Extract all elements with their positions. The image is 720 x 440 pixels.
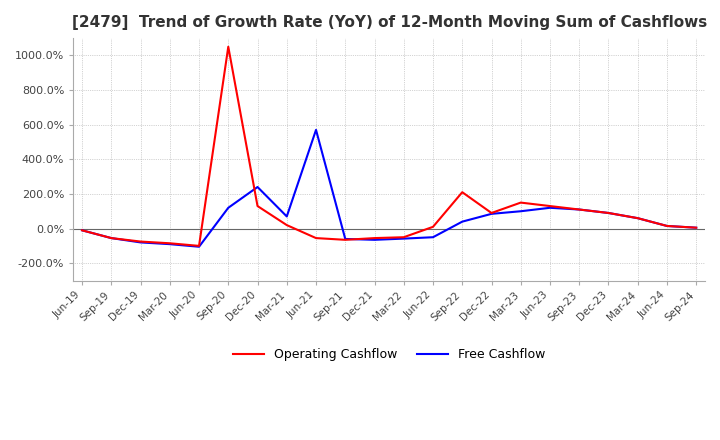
Operating Cashflow	[575, 207, 584, 212]
Free Cashflow	[78, 227, 86, 233]
Free Cashflow	[107, 235, 116, 241]
Free Cashflow	[224, 205, 233, 210]
Operating Cashflow	[312, 235, 320, 241]
Free Cashflow	[546, 205, 554, 210]
Operating Cashflow	[487, 210, 496, 216]
Free Cashflow	[662, 224, 671, 229]
Operating Cashflow	[458, 190, 467, 195]
Free Cashflow	[634, 216, 642, 221]
Free Cashflow	[692, 225, 701, 230]
Free Cashflow	[400, 236, 408, 241]
Operating Cashflow	[166, 241, 174, 246]
Free Cashflow	[575, 207, 584, 212]
Free Cashflow	[312, 127, 320, 132]
Operating Cashflow	[253, 203, 262, 209]
Operating Cashflow	[516, 200, 525, 205]
Operating Cashflow	[107, 235, 116, 241]
Line: Operating Cashflow: Operating Cashflow	[82, 47, 696, 246]
Free Cashflow	[604, 210, 613, 216]
Operating Cashflow	[282, 223, 291, 228]
Free Cashflow	[370, 237, 379, 242]
Free Cashflow	[282, 214, 291, 219]
Operating Cashflow	[634, 216, 642, 221]
Free Cashflow	[253, 184, 262, 190]
Operating Cashflow	[224, 44, 233, 49]
Operating Cashflow	[604, 210, 613, 216]
Free Cashflow	[194, 244, 203, 249]
Line: Free Cashflow: Free Cashflow	[82, 130, 696, 247]
Operating Cashflow	[136, 239, 145, 244]
Title: [2479]  Trend of Growth Rate (YoY) of 12-Month Moving Sum of Cashflows: [2479] Trend of Growth Rate (YoY) of 12-…	[71, 15, 707, 30]
Free Cashflow	[487, 211, 496, 216]
Operating Cashflow	[400, 235, 408, 240]
Legend: Operating Cashflow, Free Cashflow: Operating Cashflow, Free Cashflow	[228, 343, 550, 367]
Operating Cashflow	[662, 224, 671, 229]
Operating Cashflow	[78, 227, 86, 233]
Free Cashflow	[428, 235, 437, 240]
Operating Cashflow	[370, 235, 379, 241]
Operating Cashflow	[428, 224, 437, 230]
Free Cashflow	[341, 236, 350, 242]
Free Cashflow	[458, 219, 467, 224]
Operating Cashflow	[546, 203, 554, 209]
Operating Cashflow	[194, 243, 203, 249]
Free Cashflow	[516, 209, 525, 214]
Free Cashflow	[166, 242, 174, 247]
Free Cashflow	[136, 240, 145, 245]
Operating Cashflow	[692, 225, 701, 230]
Operating Cashflow	[341, 237, 350, 242]
